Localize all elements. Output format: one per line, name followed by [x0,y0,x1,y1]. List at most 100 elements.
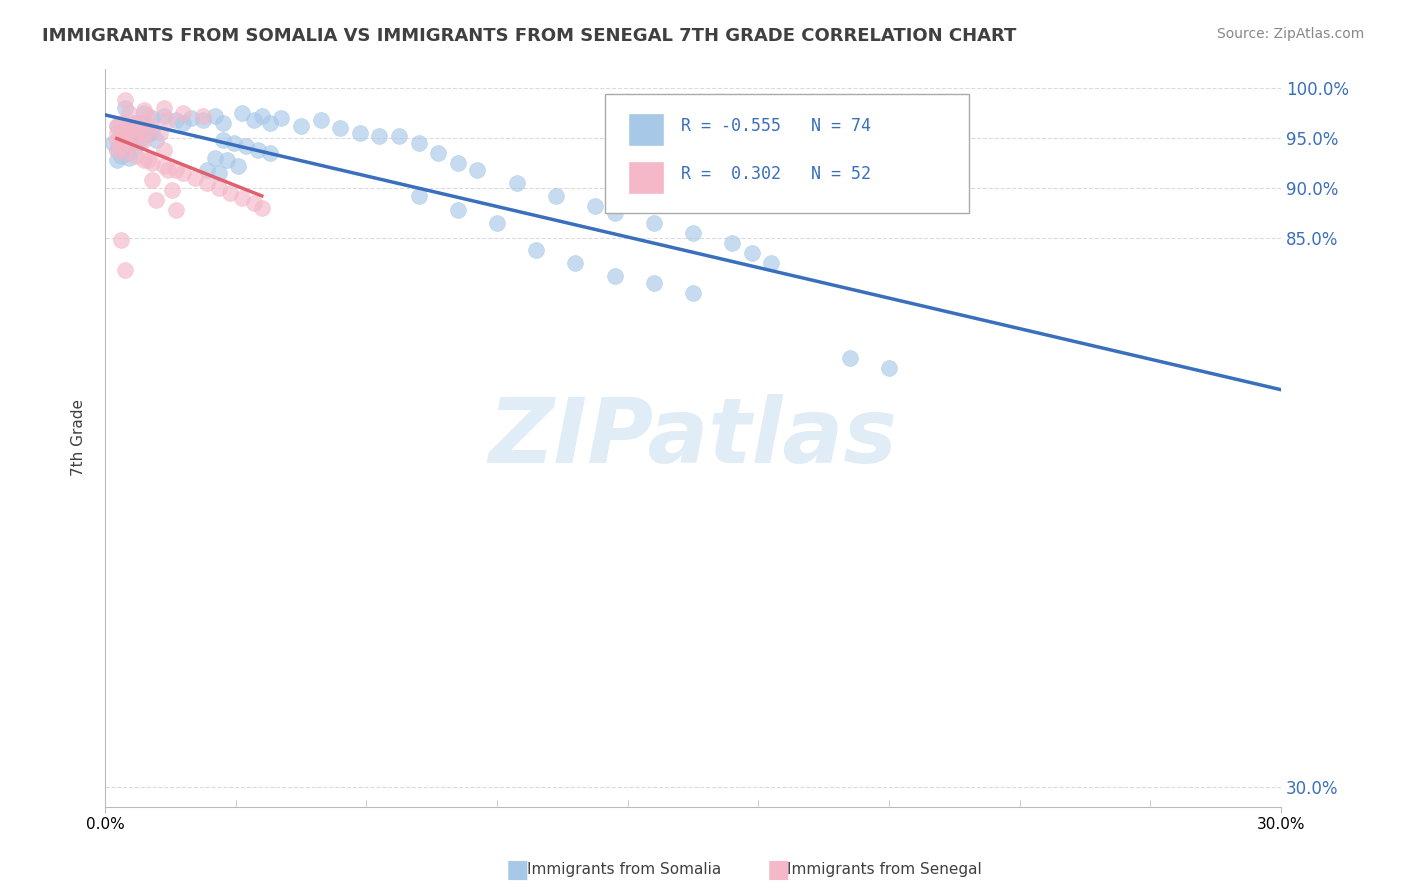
Point [191,110,214,124]
Point [134,133,156,147]
Point [643,276,665,290]
Point [290,120,312,134]
Point [180,112,202,126]
Point [125,116,148,130]
Point [368,129,391,144]
Point [447,156,470,170]
Point [121,131,143,145]
Point [231,106,253,120]
Point [152,102,174,116]
Point [114,123,136,137]
Point [125,139,148,153]
Point [105,144,128,158]
Point [117,123,139,137]
Point [105,120,128,134]
Point [110,129,132,144]
Point [204,110,226,124]
Bar [628,161,664,194]
Point [329,121,352,136]
Point [231,191,253,205]
Point [259,116,281,130]
Point [141,125,163,139]
Point [117,106,139,120]
Point [195,176,218,190]
Point [129,120,152,134]
Point [211,133,233,147]
Point [136,128,159,142]
Point [408,136,430,151]
Point [172,116,194,130]
FancyBboxPatch shape [605,95,969,212]
Point [129,116,152,130]
Text: R = -0.555   N = 74: R = -0.555 N = 74 [682,117,872,135]
Text: R =  0.302   N = 52: R = 0.302 N = 52 [682,165,872,183]
Point [141,120,163,134]
Point [388,129,411,144]
Point [105,153,128,168]
Point [761,256,783,270]
Point [524,243,547,257]
Point [165,203,187,218]
Point [134,106,156,120]
Point [250,201,273,215]
Text: Source: ZipAtlas.com: Source: ZipAtlas.com [1216,27,1364,41]
Point [110,149,132,163]
Point [219,186,242,201]
Point [564,256,586,270]
Point [121,116,143,130]
Point [259,146,281,161]
Point [117,136,139,151]
Point [721,236,744,251]
Text: ■: ■ [506,858,530,881]
Point [208,166,231,180]
Point [114,139,136,153]
Point [141,112,163,126]
Point [136,153,159,168]
Y-axis label: 7th Grade: 7th Grade [72,400,86,476]
Point [114,129,136,144]
Point [160,183,183,197]
Point [309,113,332,128]
Point [243,113,266,128]
Point [152,159,174,173]
Point [101,136,124,151]
Point [643,216,665,230]
Point [114,263,136,277]
Point [152,110,174,124]
Point [682,226,704,240]
Point [149,127,172,141]
Point [349,127,371,141]
Point [145,193,167,207]
Point [215,153,238,168]
Point [156,113,179,128]
Point [208,181,231,195]
Point [603,206,626,220]
Point [156,163,179,178]
Point [145,133,167,147]
Point [129,136,152,150]
Text: Immigrants from Somalia: Immigrants from Somalia [527,863,721,877]
Point [105,127,128,141]
Point [408,189,430,203]
Point [134,121,156,136]
Point [114,102,136,116]
Point [427,146,450,161]
Point [485,216,508,230]
Point [467,163,489,178]
Point [110,116,132,130]
Point [117,123,139,137]
Point [114,146,136,161]
Point [243,196,266,211]
Point [165,163,187,178]
Point [172,166,194,180]
Point [191,113,214,128]
Point [117,152,139,166]
Point [246,144,269,158]
Point [105,133,128,147]
Point [447,203,470,218]
Point [110,139,132,153]
Point [204,152,226,166]
Point [195,163,218,178]
Point [877,360,900,375]
Point [134,127,156,141]
